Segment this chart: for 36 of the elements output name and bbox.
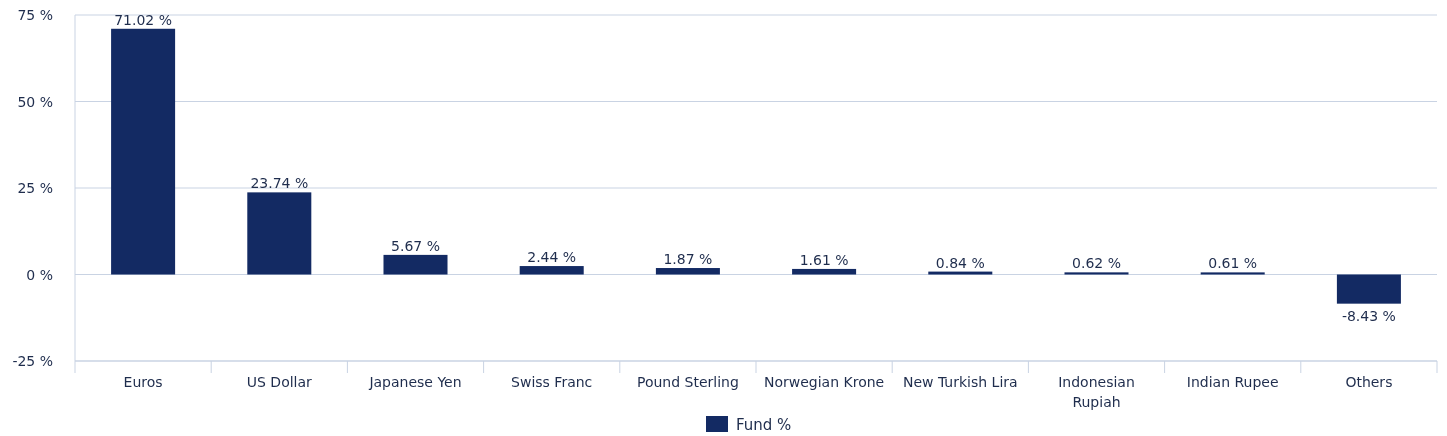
data-label: 2.44 % xyxy=(527,249,577,266)
data-label: 71.02 % xyxy=(114,11,173,28)
x-tick-label: Japanese Yen xyxy=(368,374,462,390)
data-label: 1.87 % xyxy=(663,251,713,268)
bar xyxy=(383,254,448,275)
y-tick-label: 75 % xyxy=(17,7,53,23)
data-label: 0.61 % xyxy=(1208,255,1258,272)
bar xyxy=(928,271,993,275)
bar xyxy=(519,266,584,275)
bar xyxy=(1064,272,1129,275)
y-tick-label: 0 % xyxy=(26,266,53,283)
y-tick-label: 25 % xyxy=(17,180,53,196)
x-tick-label: Norwegian Krone xyxy=(763,374,885,390)
data-label: 1.61 % xyxy=(799,251,849,268)
data-label: 5.67 % xyxy=(391,237,440,254)
data-label: 0.62 % xyxy=(1072,255,1121,272)
x-tick-label: Pound Sterling xyxy=(636,374,739,390)
bar xyxy=(1336,274,1401,304)
data-label: 0.84 % xyxy=(935,254,985,271)
y-tick-label: -25 % xyxy=(12,353,53,369)
x-tick-label: Indian Rupee xyxy=(1186,374,1279,390)
data-label: 23.74 % xyxy=(250,175,309,192)
bar xyxy=(111,28,176,275)
data-label: -8.43 % xyxy=(1341,307,1396,324)
bar xyxy=(655,268,720,275)
bar xyxy=(1200,272,1265,275)
x-tick-label: US Dollar xyxy=(246,374,313,390)
legend-label: Fund % xyxy=(736,416,792,434)
bar xyxy=(247,192,312,275)
x-tick-label: New Turkish Lira xyxy=(902,374,1018,390)
x-tick-label: Others xyxy=(1345,374,1393,390)
y-tick-label: 50 % xyxy=(17,93,53,110)
bar xyxy=(792,268,857,275)
x-tick-label: Euros xyxy=(123,374,163,390)
x-tick-label: Indonesian Rupiah xyxy=(1058,374,1135,410)
x-tick-label: Swiss Franc xyxy=(511,374,593,390)
